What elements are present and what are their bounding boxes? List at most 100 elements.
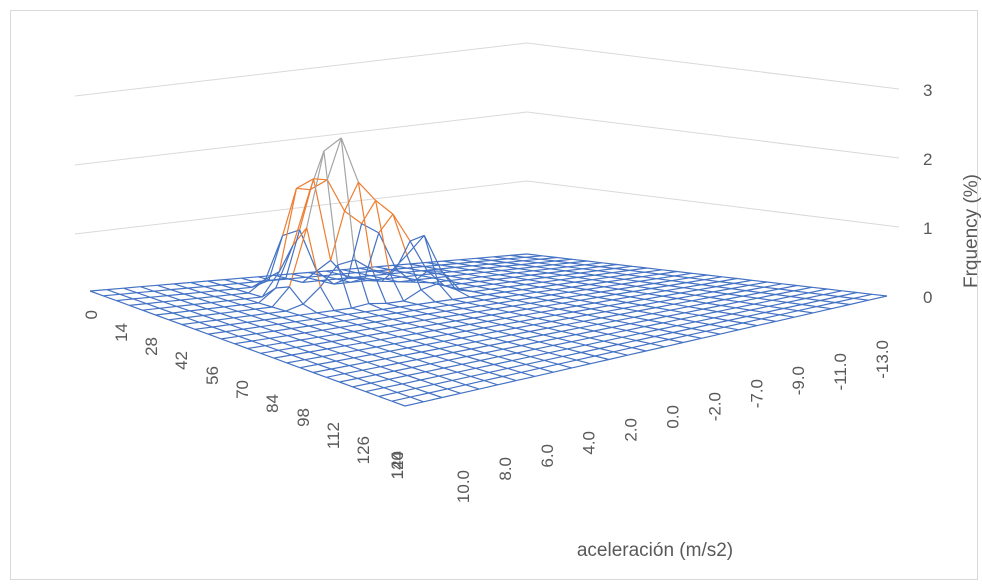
mesh-line: [181, 321, 200, 326]
mesh-line: [662, 292, 681, 297]
y-tick-label: 140: [388, 451, 407, 479]
mesh-line: [561, 327, 580, 332]
mesh-line: [587, 311, 606, 316]
mesh-line: [547, 324, 566, 329]
mesh-line: [103, 293, 121, 297]
mesh-line: [420, 379, 435, 385]
mesh-line: [585, 340, 604, 346]
mesh-line: [375, 266, 391, 271]
mesh-line: [695, 294, 710, 298]
mesh-line: [778, 284, 798, 290]
mesh-line: [224, 306, 238, 312]
mesh-line: [326, 137, 342, 180]
mesh-line: [389, 347, 408, 352]
z-tick-label: 3: [923, 81, 932, 100]
mesh-line: [423, 396, 443, 403]
mesh-line: [778, 288, 794, 292]
mesh-line: [322, 329, 337, 335]
mesh-line: [322, 352, 341, 358]
mesh-line: [336, 276, 354, 280]
mesh-line: [308, 322, 327, 327]
mesh-line: [457, 367, 476, 373]
mesh-line: [808, 292, 824, 296]
mesh-line: [477, 311, 492, 316]
mesh-line: [597, 296, 613, 301]
mesh-line: [190, 280, 208, 284]
mesh-line: [349, 338, 363, 344]
mesh-line: [265, 345, 279, 351]
mesh-line: [539, 337, 558, 343]
mesh-line: [775, 290, 794, 296]
mesh-line: [597, 323, 613, 328]
mesh-line: [210, 302, 225, 308]
mesh-line: [479, 330, 498, 336]
mesh-line: [671, 277, 690, 282]
mesh-line: [455, 266, 471, 271]
mesh-line: [220, 310, 238, 314]
mesh-line: [615, 320, 631, 325]
mesh-line: [493, 363, 508, 369]
mesh-line: [501, 268, 519, 272]
mesh-line: [386, 302, 401, 308]
mesh-line: [557, 284, 572, 288]
mesh-line: [739, 297, 758, 303]
mesh-line: [547, 299, 563, 304]
mesh-line: [376, 343, 395, 348]
mesh-line: [612, 272, 628, 276]
mesh-line: [687, 334, 702, 339]
mesh-line: [216, 317, 234, 321]
mesh-line: [448, 359, 463, 365]
mesh-line: [572, 311, 588, 316]
mesh-line: [116, 298, 134, 302]
mesh-line: [312, 316, 331, 320]
mesh-line: [483, 324, 502, 329]
mesh-line: [452, 351, 467, 358]
mesh-line: [404, 401, 424, 407]
mesh-line: [484, 296, 502, 301]
mesh-line: [597, 267, 615, 272]
mesh-line: [212, 326, 226, 333]
z-gridline: [74, 180, 528, 235]
mesh-line: [409, 261, 427, 265]
mesh-line: [498, 302, 513, 307]
mesh-line: [427, 313, 443, 318]
mesh-line: [166, 295, 181, 301]
mesh-line: [680, 289, 699, 294]
mesh-line: [302, 286, 321, 305]
mesh-line: [299, 178, 315, 231]
mesh-line: [452, 269, 470, 273]
mesh-line: [273, 354, 292, 359]
mesh-line: [619, 310, 638, 316]
mesh-line: [548, 348, 568, 354]
mesh-line: [757, 297, 773, 301]
mesh-line: [129, 303, 147, 306]
mesh-line: [335, 357, 355, 362]
mesh-line: [525, 363, 540, 369]
mesh-line: [579, 299, 595, 304]
mesh-line: [442, 259, 460, 262]
mesh-line: [557, 281, 575, 286]
mesh-line: [543, 330, 562, 336]
mesh-line: [238, 333, 257, 337]
mesh-line: [457, 262, 473, 267]
mesh-line: [719, 277, 738, 283]
mesh-line: [580, 351, 596, 357]
mesh-line: [430, 363, 444, 369]
mesh-line: [398, 359, 417, 364]
mesh-line: [385, 358, 399, 364]
mesh-line: [523, 258, 541, 262]
mesh-line: [554, 286, 572, 291]
mesh-line: [594, 351, 614, 357]
mesh-line: [553, 341, 572, 346]
mesh-line: [569, 262, 585, 266]
mesh-line: [790, 295, 806, 300]
mesh-line: [502, 345, 522, 350]
mesh-line: [341, 269, 357, 274]
mesh-line: [459, 259, 475, 263]
mesh-line: [812, 308, 832, 314]
mesh-line: [868, 295, 888, 301]
mesh-line: [470, 344, 490, 350]
mesh-line: [361, 200, 377, 224]
mesh-line: [425, 340, 444, 346]
mesh-line: [607, 333, 623, 338]
